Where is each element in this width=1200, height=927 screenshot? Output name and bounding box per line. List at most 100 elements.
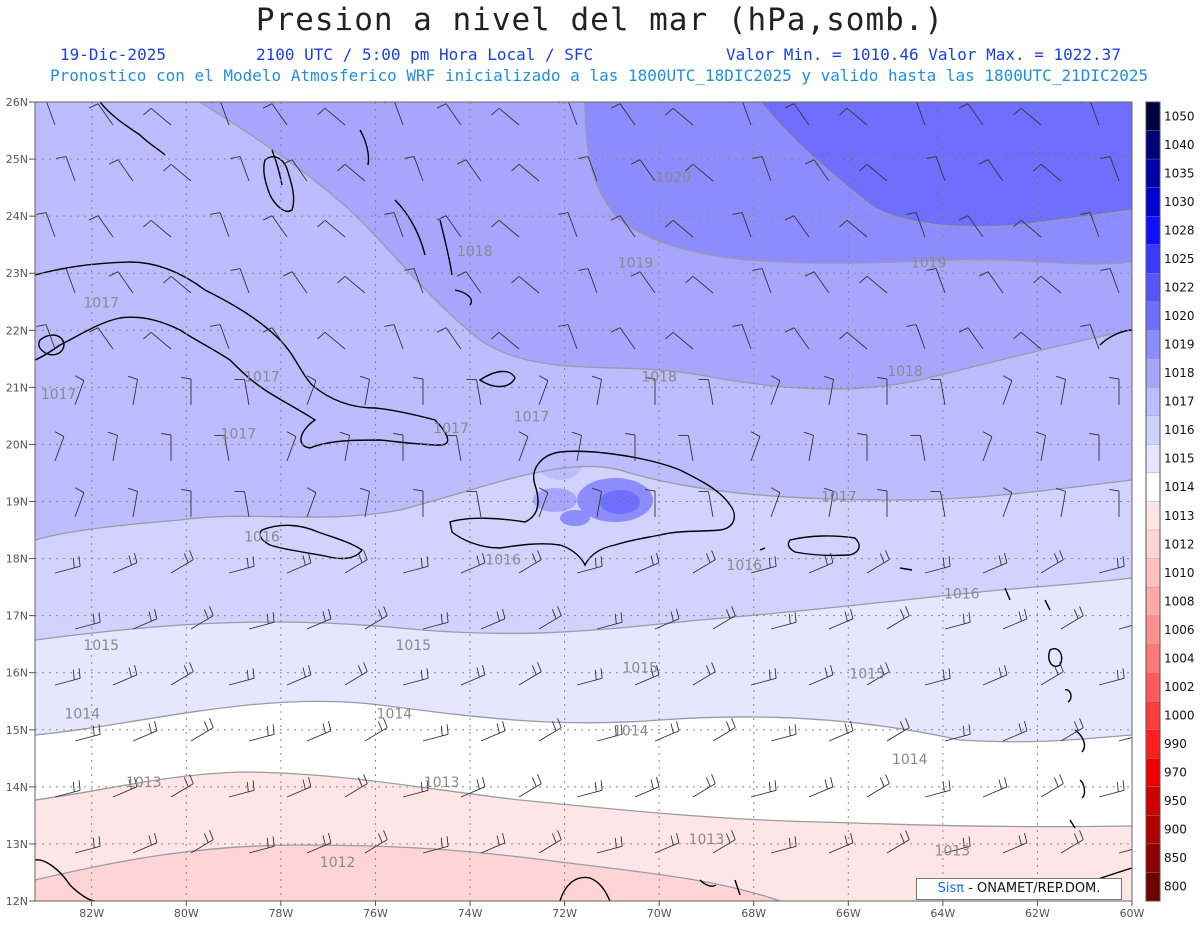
wind-barb [511, 163, 540, 182]
wind-barb [770, 375, 781, 406]
wind-barb [596, 612, 623, 630]
colorbar-label: 1006 [1164, 623, 1195, 637]
wind-barb [422, 724, 449, 742]
wind-barb [808, 665, 834, 686]
wind-barb [384, 324, 404, 350]
colorbar-swatch [1145, 101, 1161, 131]
wind-barb [402, 556, 429, 574]
wind-barb [436, 327, 462, 350]
lat-label: 21N [6, 381, 28, 394]
wind-barb [54, 668, 81, 686]
wind-barb [1033, 163, 1062, 182]
longitude-labels: 82W 80W 78W 76W 74W 72W 70W 68W 66W 64W 62W 60W [79, 901, 1145, 920]
wind-barb [181, 488, 192, 517]
wind-barb [262, 327, 288, 350]
wind-barb [88, 327, 114, 350]
wind-barb [839, 219, 868, 238]
wind-barb [56, 156, 76, 182]
colorbar-swatch [1145, 501, 1161, 531]
wind-barb [1035, 431, 1046, 462]
lon-label: 80W [174, 907, 199, 920]
wind-barb [712, 830, 736, 854]
wind-barb [1109, 376, 1120, 405]
forecast-date: 19-Dic-2025 [60, 45, 166, 64]
wind-barb [784, 215, 810, 238]
lon-label: 70W [647, 907, 672, 920]
wind-barb [685, 163, 714, 182]
wind-barb [558, 324, 578, 350]
wind-barb [337, 275, 366, 294]
contour-label: 1019 [911, 256, 947, 272]
wind-barb [112, 553, 138, 574]
contour-label: 1017 [41, 387, 77, 403]
wind-barb [306, 609, 332, 630]
colorbar-swatch [1145, 644, 1161, 673]
contour-label: 1017 [514, 410, 550, 426]
wind-barb [132, 833, 158, 854]
contour-label: 1018 [641, 370, 677, 386]
colorbar-swatch [1145, 872, 1161, 902]
wind-barb [163, 163, 192, 182]
wind-barb [344, 662, 368, 686]
colorbar-swatch [1145, 301, 1161, 331]
wind-barb [823, 487, 834, 518]
wind-barb [804, 271, 830, 294]
lon-label: 72W [552, 907, 577, 920]
wind-barb [1060, 830, 1084, 854]
wind-barb [282, 271, 308, 294]
wind-barb [958, 103, 984, 126]
contour-label: 1015 [83, 638, 119, 654]
colorbar-swatch [1145, 130, 1161, 160]
wind-barb [306, 833, 332, 854]
contour-label: 1016 [485, 552, 521, 568]
pressure-shading: 1020 1019 1019 1018 1018 1018 1017 1017 1017 1017… [35, 102, 1132, 901]
wind-barb [413, 376, 424, 405]
wind-barb [750, 556, 777, 574]
colorbar-label: 1025 [1164, 252, 1195, 266]
wind-barb [750, 780, 777, 798]
colorbar-swatch [1145, 472, 1161, 502]
lon-label: 82W [79, 907, 104, 920]
wind-barb [634, 777, 660, 798]
colorbar-label: 800 [1164, 880, 1187, 894]
wind-barb [784, 327, 810, 350]
wind-barb [132, 721, 158, 742]
wind-barb [286, 665, 312, 686]
wind-barb [446, 434, 462, 462]
colorbar-swatch [1145, 615, 1161, 645]
colorbar-swatch [1145, 387, 1161, 417]
wind-barb [518, 662, 542, 686]
wind-barb [698, 378, 714, 406]
colorbar-label: 1030 [1164, 195, 1195, 209]
wind-barb [210, 212, 230, 238]
colorbar-swatch [1145, 786, 1161, 816]
wind-barb [404, 156, 424, 182]
colorbar-label: 1015 [1164, 452, 1195, 466]
wind-barb [578, 268, 598, 294]
wind-barb [491, 107, 520, 126]
wind-barb [1098, 780, 1125, 798]
contour-label: 1020 [656, 170, 692, 186]
wind-barb [107, 431, 118, 462]
wind-barb [930, 490, 946, 518]
wind-barb [910, 434, 926, 462]
wind-barb [692, 550, 716, 574]
wind-barb [74, 612, 101, 630]
wind-barb [456, 159, 482, 182]
wind-barb [1098, 668, 1125, 686]
sispi-logo: Sisπ [937, 881, 965, 896]
wind-barb [384, 212, 404, 238]
wind-barb [230, 156, 250, 182]
wind-barb [404, 268, 424, 294]
wind-barb [576, 556, 603, 574]
colorbar-swatch [1145, 815, 1161, 845]
wind-barb [770, 487, 781, 518]
wind-barb [877, 376, 888, 405]
wind-barb [466, 490, 482, 518]
wind-barb [306, 487, 317, 518]
wind-barb [36, 212, 56, 238]
lat-lon-grid [35, 102, 1132, 901]
wind-barb [770, 612, 797, 630]
colorbar-swatch [1145, 843, 1161, 873]
wind-barb [344, 550, 368, 574]
